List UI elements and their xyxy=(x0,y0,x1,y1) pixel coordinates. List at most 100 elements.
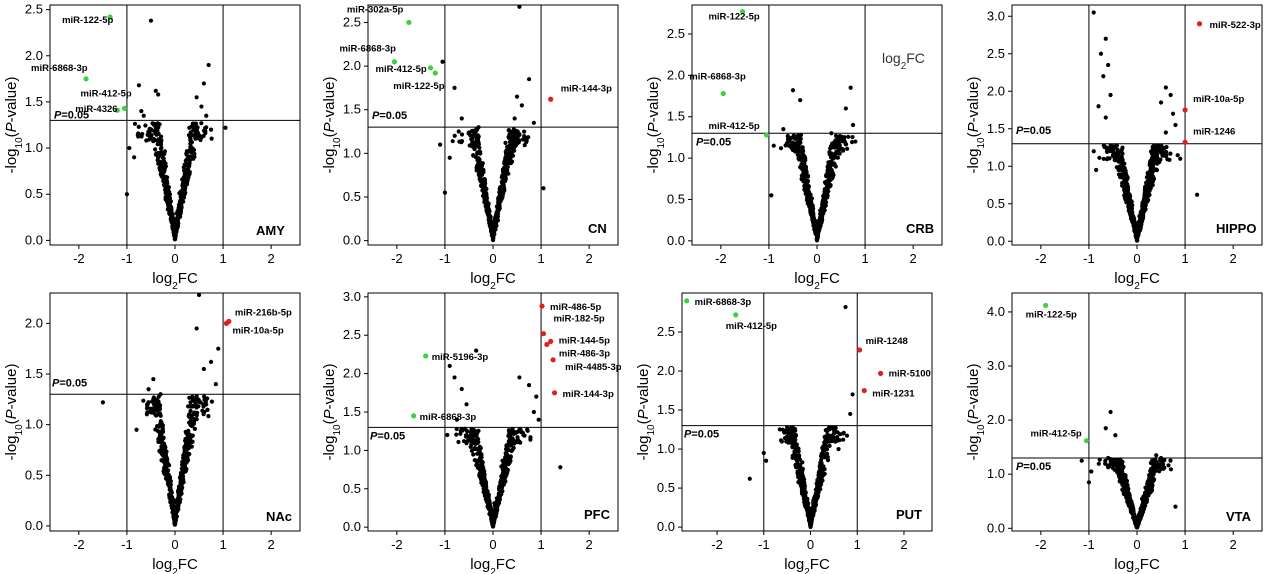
mirna-point xyxy=(835,137,840,143)
x-tick-label: 2 xyxy=(910,251,917,266)
x-tick-label: -2 xyxy=(73,251,85,266)
mirna-point xyxy=(814,232,819,237)
x-tick-label: 1 xyxy=(1181,537,1188,552)
mirna-point xyxy=(1157,469,1162,474)
mirna-point xyxy=(484,196,489,201)
mirna-point xyxy=(513,128,519,133)
mirna-point xyxy=(821,199,826,204)
mirna-point xyxy=(1127,491,1132,496)
mirna-point xyxy=(500,183,506,188)
mirna-point xyxy=(812,222,817,227)
x-tick-label: -1 xyxy=(1083,537,1095,552)
mirna-point xyxy=(204,113,209,118)
x-axis-label: log2FC xyxy=(1114,270,1160,292)
mirna-point xyxy=(223,125,228,130)
mirna-point xyxy=(791,133,796,138)
mirna-point xyxy=(781,127,786,132)
mirna-point xyxy=(771,143,776,148)
mirna-point xyxy=(491,228,496,233)
mirna-label: miR-4326 xyxy=(75,104,117,115)
mirna-point xyxy=(1086,480,1092,485)
x-tick-label: -1 xyxy=(1083,251,1095,266)
region-label: VTA xyxy=(1226,509,1252,524)
mirna-point xyxy=(1108,409,1113,415)
mirna-point xyxy=(488,219,493,224)
significant-mirna-point xyxy=(1043,302,1049,309)
p-threshold-label: P=0.05 xyxy=(1016,461,1051,473)
x-tick-label: 0 xyxy=(813,251,820,266)
mirna-point xyxy=(778,146,784,151)
y-tick-label: 2.0 xyxy=(987,412,1005,427)
mirna-point xyxy=(153,147,158,152)
x-tick-label: -1 xyxy=(121,251,133,266)
mirna-point xyxy=(510,153,516,158)
mirna-point xyxy=(193,135,198,140)
x-tick-label: 0 xyxy=(171,251,178,266)
x-tick-label: 0 xyxy=(1133,251,1140,266)
mirna-point xyxy=(514,94,520,99)
x-axis-label: log2FC xyxy=(152,270,198,292)
x-tick-label: 1 xyxy=(219,251,226,266)
mirna-point xyxy=(807,190,812,196)
mirna-point xyxy=(162,165,168,170)
mirna-point xyxy=(850,122,856,128)
mirna-point xyxy=(183,158,188,163)
mirna-point xyxy=(512,116,517,121)
mirna-point xyxy=(1079,458,1084,463)
mirna-point xyxy=(186,164,192,169)
mirna-point xyxy=(495,218,500,223)
mirna-point xyxy=(166,207,171,212)
mirna-point xyxy=(140,131,145,137)
mirna-point xyxy=(163,185,168,190)
mirna-point xyxy=(507,149,512,154)
mirna-point xyxy=(476,168,481,173)
mirna-point xyxy=(1121,473,1126,478)
mirna-point xyxy=(505,164,510,170)
mirna-point xyxy=(480,161,485,166)
mirna-label: miR-412-5p xyxy=(376,64,427,75)
mirna-point xyxy=(513,143,518,148)
mirna-point xyxy=(796,153,802,158)
mirna-point xyxy=(186,148,192,153)
y-tick-label: 1.0 xyxy=(343,145,361,160)
mirna-point xyxy=(484,209,489,214)
mirna-point xyxy=(541,186,546,191)
x-tick-label: 2 xyxy=(1230,251,1237,266)
x-tick-label: -1 xyxy=(763,251,775,266)
mirna-point xyxy=(803,184,808,189)
mirna-point xyxy=(516,132,521,138)
mirna-point xyxy=(503,149,508,154)
mirna-point xyxy=(828,166,833,171)
mirna-point xyxy=(510,148,515,153)
y-tick-label: 2.5 xyxy=(987,46,1005,61)
mirna-point xyxy=(1110,459,1115,464)
mirna-point xyxy=(517,4,522,9)
mirna-point xyxy=(808,209,813,214)
mirna-point xyxy=(148,18,154,23)
y-tick-label: 0.0 xyxy=(667,233,685,248)
mirna-point xyxy=(823,193,828,198)
mirna-point xyxy=(501,189,506,194)
mirna-point xyxy=(154,151,159,156)
mirna-point xyxy=(817,228,822,233)
y-tick-label: 0.5 xyxy=(343,189,361,204)
mirna-point xyxy=(440,59,445,64)
mirna-point xyxy=(192,151,197,156)
mirna-point xyxy=(829,176,834,181)
y-tick-label: 0.0 xyxy=(25,232,43,247)
y-tick-label: 0.0 xyxy=(987,520,1005,535)
y-tick-label: 1.0 xyxy=(987,158,1005,173)
mirna-point xyxy=(148,127,153,132)
mirna-label: miR-6868-3p xyxy=(31,63,88,74)
mirna-point xyxy=(159,134,164,139)
mirna-point xyxy=(500,173,505,178)
mirna-point xyxy=(459,116,464,121)
mirna-point xyxy=(1129,509,1135,515)
mirna-point xyxy=(187,134,193,140)
mirna-point xyxy=(182,187,187,193)
mirna-point xyxy=(829,131,834,136)
mirna-point xyxy=(185,178,190,183)
mirna-point xyxy=(166,192,171,197)
